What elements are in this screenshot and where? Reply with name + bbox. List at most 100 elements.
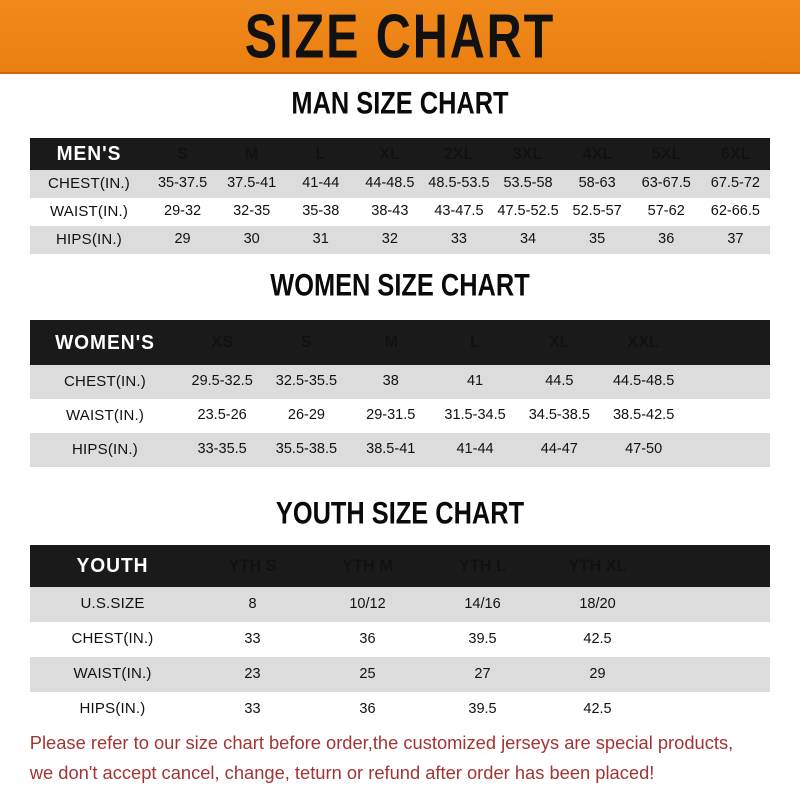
youth-row-label-1: CHEST(IN.) [71,630,154,648]
youth-size-column-header-3: YTH XL [568,555,627,575]
table-row: HIPS(IN.) 29 30 31 32 33 34 35 36 37 [30,226,770,254]
youth-size-column-header-2: YTH L [458,555,507,575]
table-cell: 29 [174,231,191,248]
table-cell: 34.5-38.5 [528,407,590,424]
men-row-label-2: HIPS(IN.) [56,230,122,248]
men-table-header-row: MEN'S S M L XL 2XL 3XL 4XL 5XL 6XL [30,138,770,170]
table-cell: 48.5-53.5 [428,175,490,192]
table-cell: 38.5-41 [366,441,416,458]
table-cell: 29-31.5 [366,407,416,424]
table-cell: 42.5 [583,630,612,647]
table-cell: 23.5-26 [197,407,247,424]
table-cell: 63-67.5 [641,175,691,192]
table-cell: 36 [359,630,376,647]
men-size-column-header-7: 5XL [651,143,682,163]
table-cell: 67.5-72 [710,175,760,192]
table-cell: 37 [727,231,744,248]
women-row-label-1: WAIST(IN.) [65,406,145,424]
youth-size-column-header-4 [657,545,767,587]
table-row: WAIST(IN.) 29-32 32-35 35-38 38-43 43-47.5 47.… [30,198,770,226]
table-cell [686,433,770,467]
table-row: WAIST(IN.) 23.5-26 26-29 29-31.5 31.5-34.5 34… [30,399,771,433]
table-cell: 29.5-32.5 [191,373,253,390]
table-cell: 33 [450,231,467,248]
table-cell: 35-38 [302,203,340,220]
table-cell: 10/12 [349,595,386,612]
men-size-column-header-3: XL [379,143,401,163]
table-cell: 35.5-38.5 [275,441,338,458]
men-size-column-header-1: M [244,143,259,163]
table-cell: 31 [312,231,329,248]
table-cell: 44-48.5 [365,175,415,192]
footer-note-line-1: Please refer to our size chart before or… [29,732,734,753]
table-cell [655,622,770,657]
table-cell: 35 [589,231,606,248]
table-cell: 32 [381,231,398,248]
women-size-column-header-6 [687,320,768,365]
youth-row-label-2: WAIST(IN.) [73,665,152,683]
footer-note-line-2: we don't accept cancel, change, teturn o… [29,762,655,783]
table-cell: 57-62 [647,203,685,220]
table-cell: 29 [589,665,606,682]
table-cell: 38 [382,373,399,390]
table-cell: 36 [658,231,675,248]
men-size-table: MEN'S S M L XL 2XL 3XL 4XL 5XL 6XL CHEST(IN.) 35-37… [30,138,770,254]
table-cell [686,365,770,399]
page-banner: SIZE CHART [0,0,800,74]
table-cell: 35-37.5 [157,175,208,192]
table-cell [686,399,770,433]
table-cell: 34 [519,231,537,248]
table-cell: 43-47.5 [434,203,484,220]
table-cell [655,587,770,622]
page-title: SIZE CHART [244,1,556,71]
men-row-label-1: WAIST(IN.) [49,202,129,220]
table-cell: 23 [244,665,261,682]
footer-note: Please refer to our size chart before or… [30,728,776,788]
women-size-column-header-3: L [470,332,481,352]
men-header-row-label: MEN'S [56,143,122,165]
table-cell: 33-35.5 [197,441,247,458]
women-header-row-label: WOMEN'S [55,331,155,354]
section-title-men: MAN SIZE CHART [291,85,509,121]
table-cell: 38.5-42.5 [612,407,675,424]
table-cell: 39.5 [468,630,497,647]
youth-header-row-label: YOUTH [76,555,149,577]
men-row-label-0: CHEST(IN.) [48,174,130,192]
table-row: HIPS(IN.) 33-35.5 35.5-38.5 38.5-41 41-44 44-… [30,433,771,467]
men-size-column-header-2: L [315,143,326,163]
table-cell: 33 [244,700,261,717]
table-cell [655,657,770,692]
table-row: CHEST(IN.) 29.5-32.5 32.5-35.5 38 41 44.5 44.5… [30,365,771,399]
table-cell: 27 [474,665,491,682]
table-cell: 36 [359,700,376,717]
men-size-column-header-4: 2XL [443,143,474,163]
women-size-column-header-2: M [383,332,398,352]
youth-row-label-0: U.S.SIZE [80,595,145,613]
men-size-column-header-8: 6XL [720,143,751,163]
section-title-women: WOMEN SIZE CHART [270,267,530,303]
table-cell: 32.5-35.5 [275,373,338,390]
table-cell: 39.5 [468,700,497,717]
table-cell: 41-44 [302,175,340,192]
youth-row-label-3: HIPS(IN.) [79,700,146,718]
table-cell: 31.5-34.5 [444,407,506,424]
table-cell: 25 [359,665,376,682]
youth-size-table: YOUTH YTH S YTH M YTH L YTH XL U.S.SIZE 8 10/12… [30,545,770,727]
table-cell: 37.5-41 [227,175,277,192]
table-cell: 8 [248,595,257,612]
women-size-column-header-1: S [300,332,312,352]
table-row: U.S.SIZE 8 10/12 14/16 18/20 [30,587,770,622]
section-title-youth: YOUTH SIZE CHART [275,495,525,531]
table-cell: 53.5-58 [503,175,553,192]
table-cell: 26-29 [287,407,325,424]
youth-size-column-header-0: YTH S [228,555,277,575]
table-cell: 42.5 [583,700,612,717]
table-cell: 47-50 [625,441,663,458]
table-cell: 58-63 [578,175,616,192]
table-cell: 44.5-48.5 [612,373,675,390]
men-size-column-header-6: 4XL [582,143,613,163]
women-size-column-header-0: XS [211,332,234,352]
table-cell [655,692,770,727]
table-cell: 29-32 [164,203,202,220]
